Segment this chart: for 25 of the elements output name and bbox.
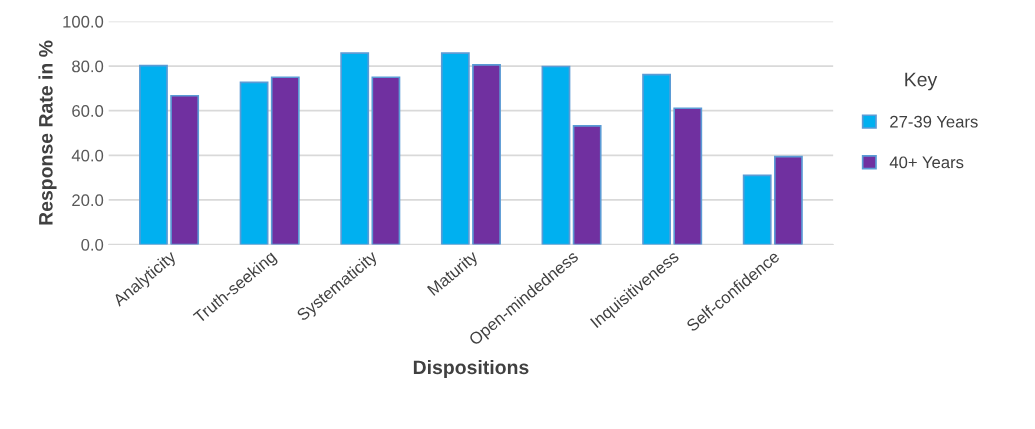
bar <box>440 52 470 245</box>
y-tick-label: 100.0 <box>63 15 104 28</box>
y-tick-label: 0.0 <box>81 238 104 251</box>
y-tick-label: 20.0 <box>72 194 104 207</box>
bar <box>541 65 571 245</box>
bar <box>572 125 602 245</box>
bar <box>239 81 269 245</box>
y-axis-title: Response Rate in % <box>38 40 57 225</box>
bar <box>773 155 803 245</box>
bar <box>170 94 200 245</box>
bar <box>472 64 501 245</box>
legend-title: Key <box>905 72 938 91</box>
bar <box>642 73 671 245</box>
bar <box>340 52 370 245</box>
y-tick-label: 40.0 <box>71 149 104 162</box>
legend-label: 27-39 Years <box>890 115 978 128</box>
legend-label: 40+ Years <box>889 156 964 169</box>
bar <box>270 76 300 245</box>
bar <box>673 107 703 245</box>
x-axis-title: Dispositions <box>413 359 529 379</box>
y-tick-label: 60.0 <box>72 105 104 117</box>
bar <box>742 174 772 245</box>
bar <box>371 76 401 245</box>
bar <box>139 64 168 245</box>
y-tick-label: 80.0 <box>72 60 104 73</box>
